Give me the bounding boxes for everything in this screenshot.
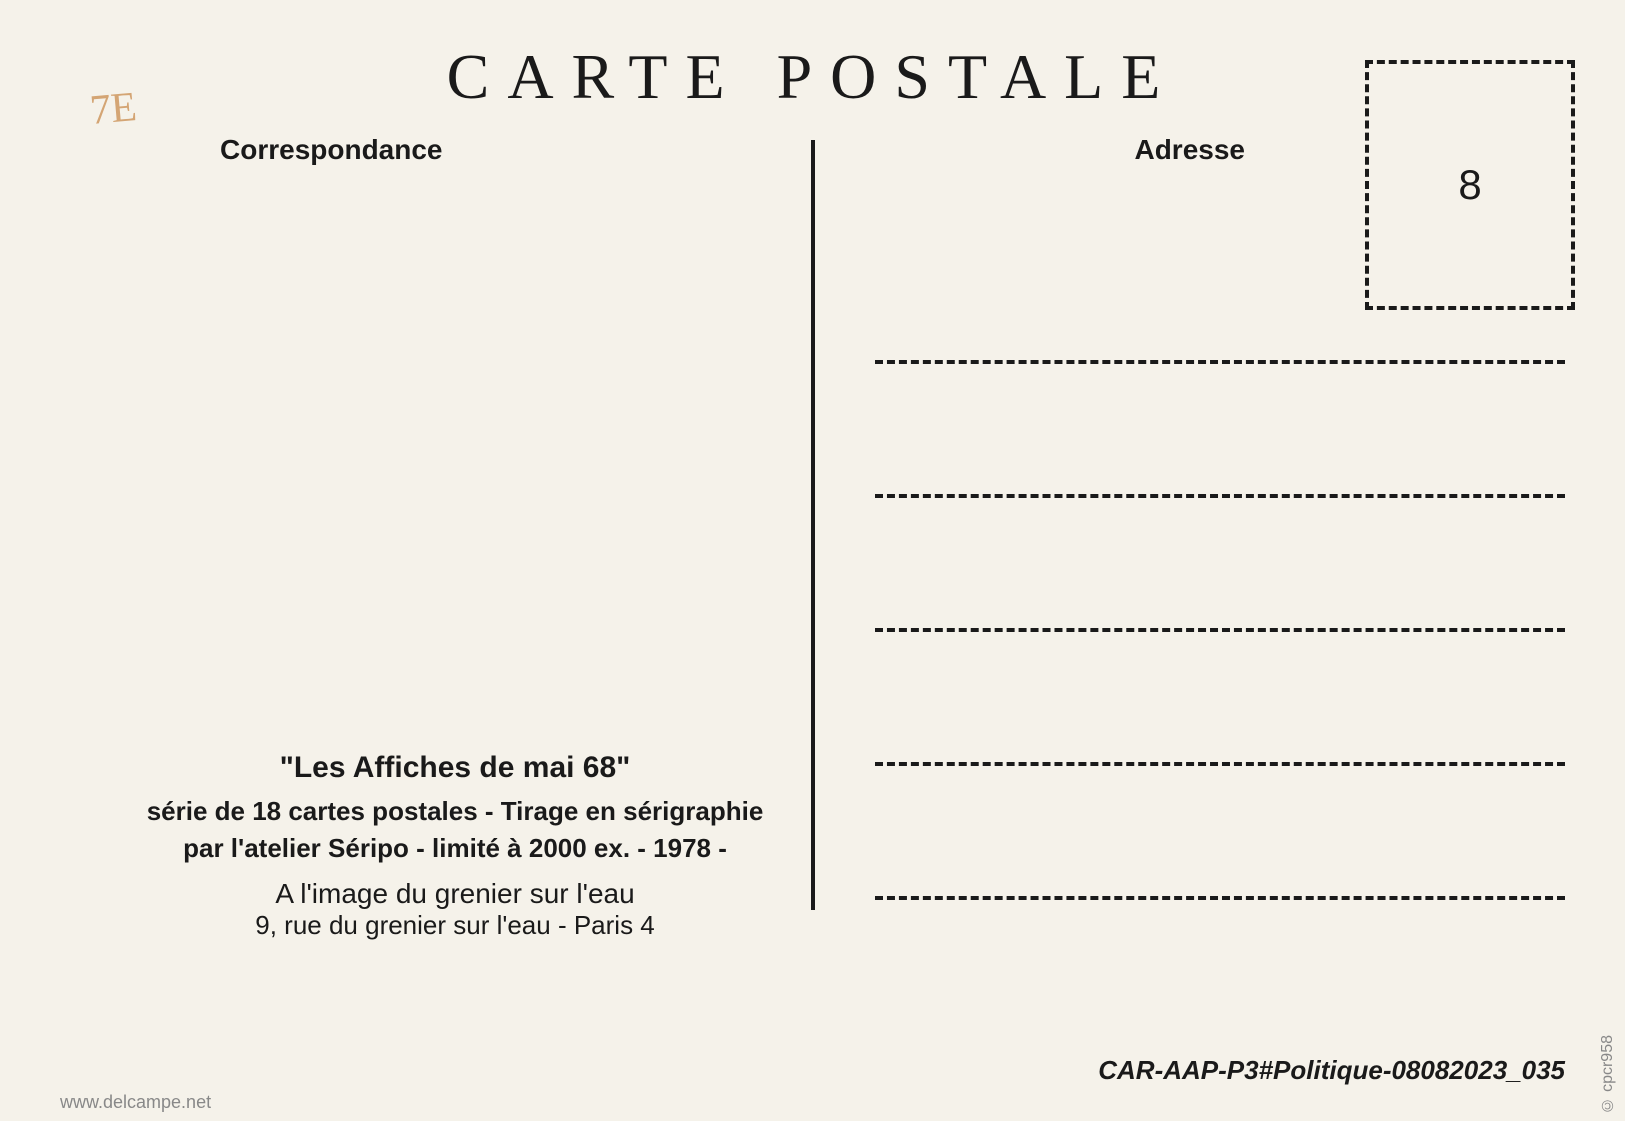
correspondance-label: Correspondance [220, 134, 443, 166]
description-line-2: par l'atelier Séripo - limité à 2000 ex.… [130, 830, 780, 866]
stamp-number: 8 [1458, 161, 1481, 209]
copyright: © cpcr958 [1599, 1035, 1617, 1113]
address-line [875, 360, 1565, 364]
address-line [875, 628, 1565, 632]
footer-reference-code: CAR-AAP-P3#Politique-08082023_035 [1098, 1055, 1565, 1086]
description-line-1: série de 18 cartes postales - Tirage en … [130, 793, 780, 829]
address-line [875, 896, 1565, 900]
watermark: www.delcampe.net [60, 1092, 211, 1113]
description-publisher: A l'image du grenier sur l'eau [130, 878, 780, 910]
postcard-container: CARTE POSTALE 7E Correspondance Adresse … [0, 0, 1625, 1121]
description-address: 9, rue du grenier sur l'eau - Paris 4 [130, 910, 780, 941]
description-title: "Les Affiches de mai 68" [130, 751, 780, 785]
center-divider [811, 140, 815, 910]
adresse-label: Adresse [1134, 134, 1245, 166]
address-line [875, 762, 1565, 766]
handwritten-annotation: 7E [88, 83, 139, 135]
stamp-box: 8 [1365, 60, 1575, 310]
address-lines-container [875, 360, 1565, 900]
postcard-title: CARTE POSTALE [60, 40, 1565, 114]
description-block: "Les Affiches de mai 68" série de 18 car… [130, 751, 780, 941]
address-line [875, 494, 1565, 498]
